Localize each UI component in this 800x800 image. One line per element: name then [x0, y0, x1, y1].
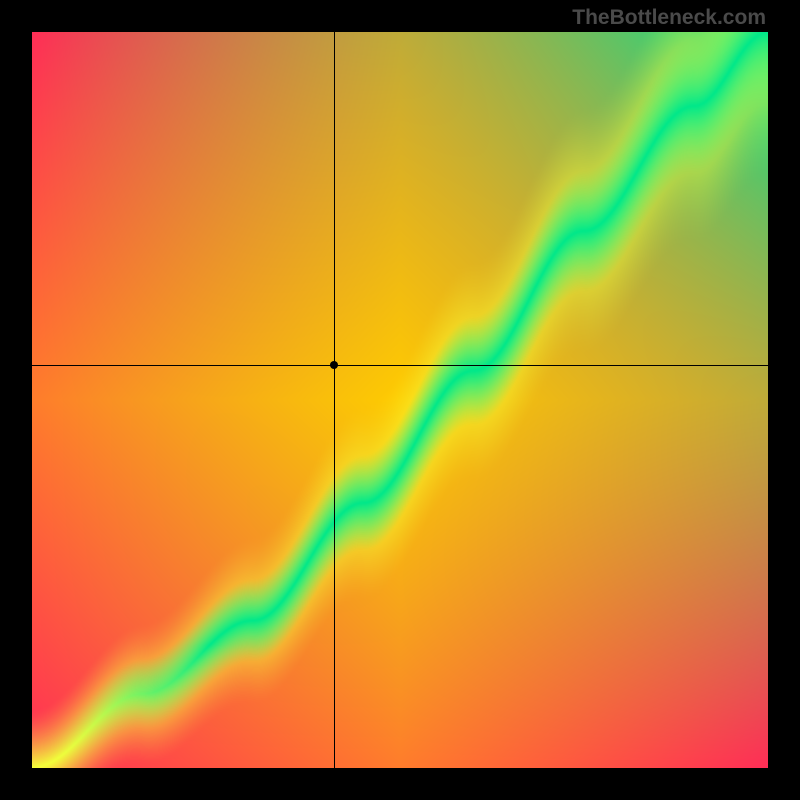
crosshair-vertical	[334, 32, 335, 768]
plot-area	[32, 32, 768, 768]
watermark-text: TheBottleneck.com	[572, 6, 766, 30]
crosshair-horizontal	[32, 365, 768, 366]
heatmap-canvas	[32, 32, 768, 768]
chart-container: TheBottleneck.com	[0, 0, 800, 800]
crosshair-marker	[330, 361, 338, 369]
